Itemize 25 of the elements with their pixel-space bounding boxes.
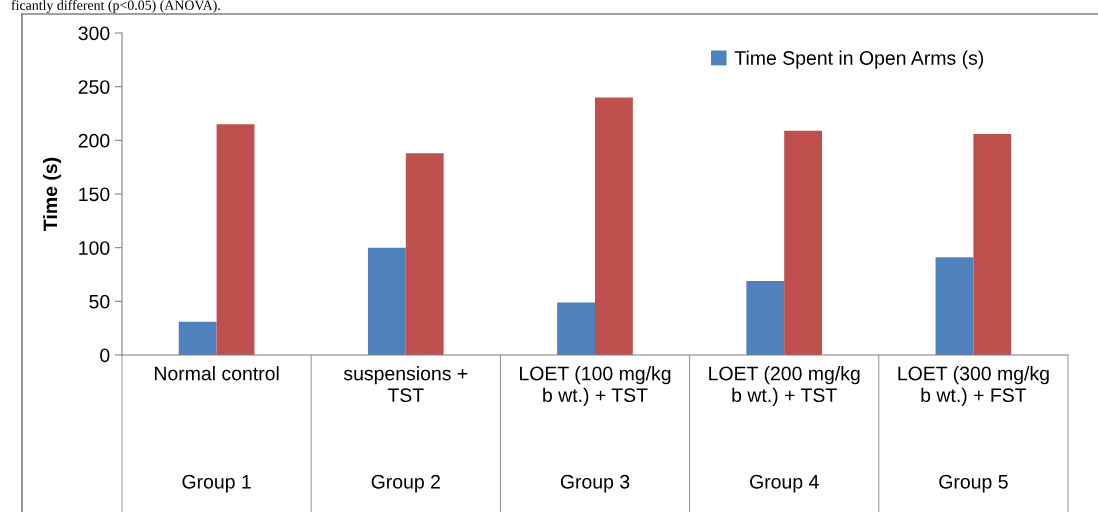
- y-tick-label: 100: [79, 241, 110, 255]
- category-label: Normal control Group 1: [154, 366, 279, 493]
- category-label: suspensions + TST Group 2: [343, 366, 468, 493]
- text: ficantly different (p<0.05) (ANOVA).: [11, 0, 220, 13]
- bar: [216, 124, 255, 355]
- y-tick-label: 300: [78, 26, 110, 41]
- bar: [178, 321, 217, 355]
- y-tick-label: 250: [78, 80, 110, 94]
- y-axis-title: Time (s): [42, 157, 62, 231]
- bar: [405, 153, 444, 355]
- y-tick-label: 200: [78, 133, 110, 148]
- category-label: LOET (200 mg/kg b wt.) + TST Group 4: [709, 366, 860, 493]
- category-label: LOET (300 mg/kg b wt.) + FST Group 5: [898, 366, 1049, 493]
- category-label: LOET (100 mg/kg b wt.) + TST Group 3: [520, 366, 671, 493]
- bar: [973, 133, 1012, 355]
- bar: [935, 257, 974, 355]
- bar: [367, 247, 406, 355]
- bar: [557, 302, 595, 355]
- legend-label: Time Spent in Open Arms (s): [734, 50, 984, 69]
- y-tick-label: 50: [89, 294, 110, 309]
- y-tick-label: 0: [100, 348, 110, 363]
- bar: [784, 130, 823, 355]
- y-tick-label: 150: [79, 187, 110, 202]
- bar: [595, 97, 633, 355]
- bar: [746, 280, 785, 355]
